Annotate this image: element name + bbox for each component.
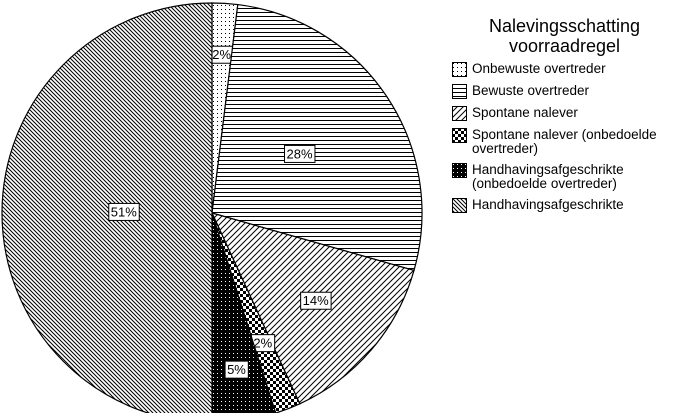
legend-label: Spontane nalever: [472, 105, 578, 120]
legend-swatch: [452, 198, 467, 213]
legend-entry: Handhavingsafgeschrikte: [452, 198, 697, 213]
legend-swatch: [452, 84, 467, 99]
swatch-fill: [452, 163, 467, 178]
legend-entry: Bewuste overtreder: [452, 84, 697, 99]
legend-entry: Onbewuste overtreder: [452, 62, 697, 77]
label-box: [284, 144, 316, 163]
swatch-fill: [452, 62, 467, 77]
pie-slice: [211, 3, 423, 272]
legend-label: Onbewuste overtreder: [472, 61, 606, 76]
pie-slice: [211, 212, 301, 413]
legend-entry: Spontane nalever: [452, 106, 697, 121]
data-label: 5%: [227, 362, 246, 377]
swatch-fill: [452, 198, 467, 213]
legend-entry: Spontane nalever (onbedoelde overtreder): [452, 128, 697, 156]
legend-swatch: [452, 128, 467, 143]
legend-swatch: [452, 62, 467, 77]
legend-label: Bewuste overtreder: [472, 83, 590, 98]
label-box: [224, 360, 249, 379]
legend-label: Handhavingsafgeschrikte: [472, 197, 624, 212]
data-label: 14%: [303, 293, 329, 308]
legend-entry: Handhavingsafgeschrikte (onbedoelde over…: [452, 163, 697, 191]
legend-label: Spontane nalever (onbedoelde overtreder): [472, 127, 657, 156]
data-label: 2%: [212, 47, 231, 62]
swatch-fill: [452, 84, 467, 99]
legend-title: Nalevingsschatting voorraadregel: [488, 16, 641, 56]
swatch-fill: [452, 106, 467, 121]
data-label: 51%: [111, 204, 137, 219]
legend-label: Handhavingsafgeschrikte (onbedoelde over…: [472, 162, 624, 191]
pie-slice: [1, 2, 213, 413]
legend: Nalevingsschatting voorraadregel Onbewus…: [452, 16, 697, 220]
data-label: 2%: [253, 336, 272, 351]
legend-swatch: [452, 106, 467, 121]
data-label: 28%: [287, 146, 313, 161]
label-box: [108, 202, 140, 221]
label-box: [300, 291, 332, 310]
swatch-fill: [452, 128, 467, 143]
legend-swatch: [452, 163, 467, 178]
